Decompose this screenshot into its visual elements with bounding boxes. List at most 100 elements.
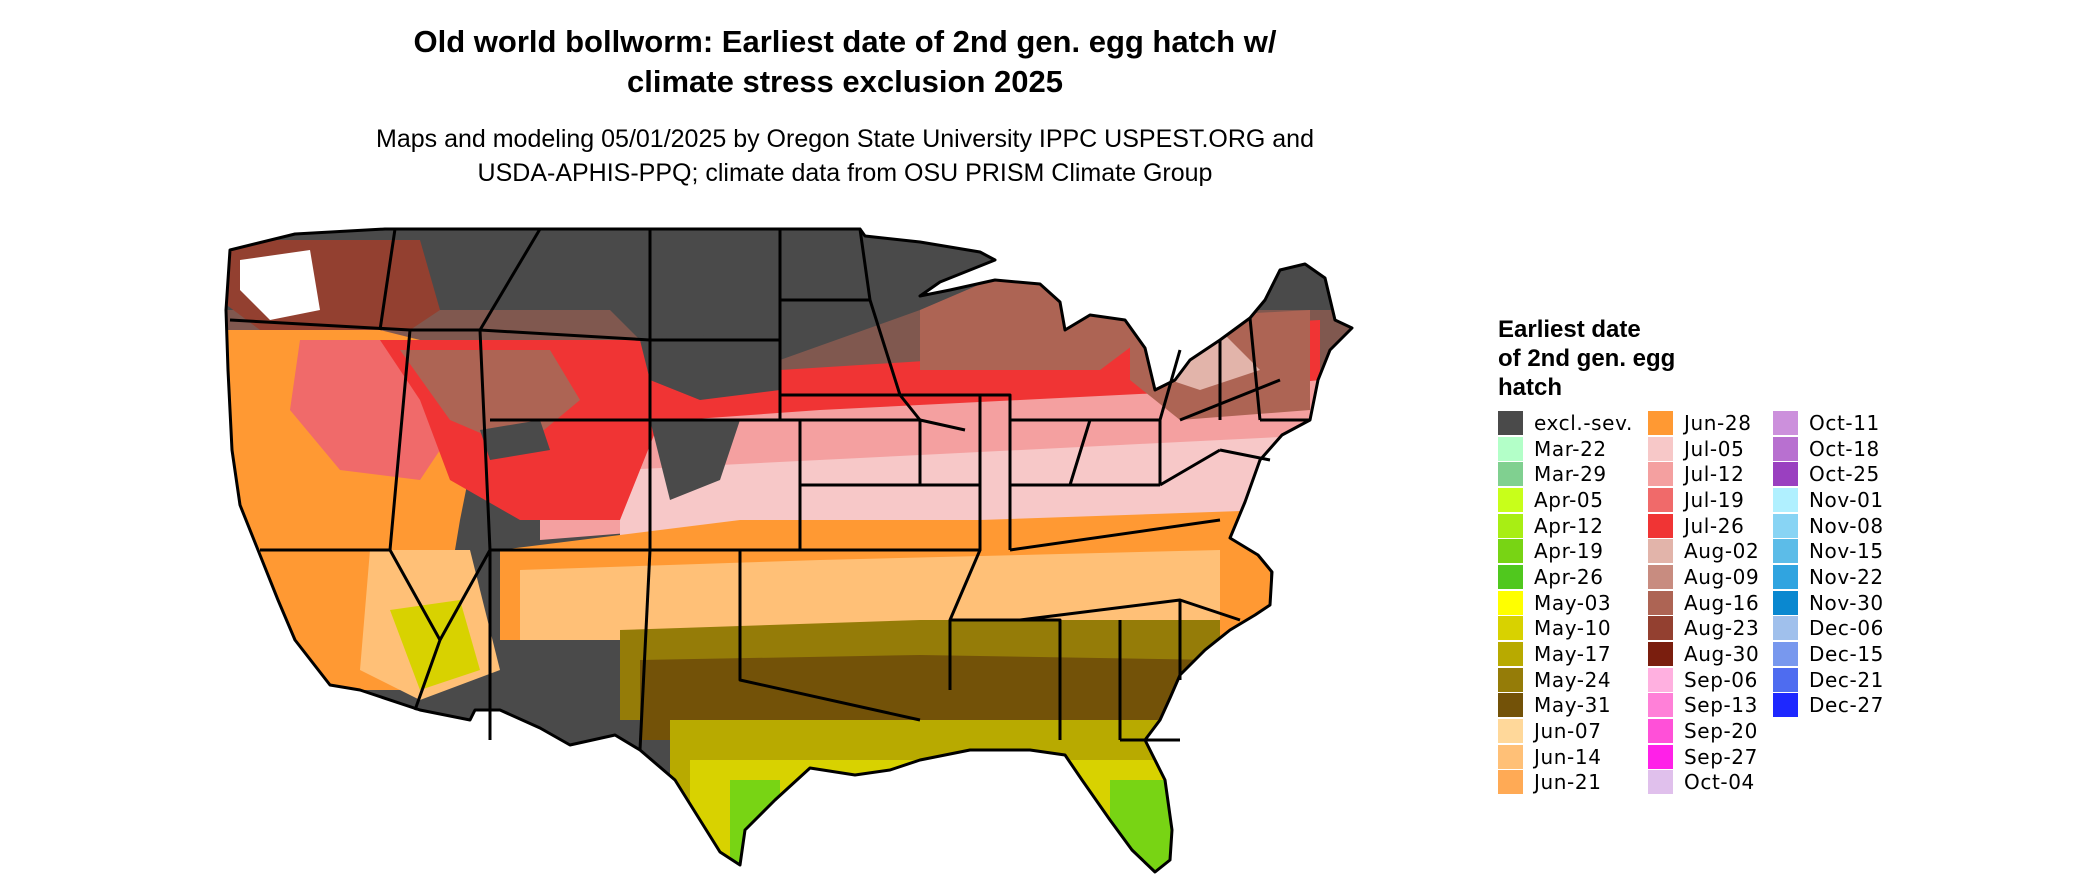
legend-title: Earliest date of 2nd gen. egg hatch [1498,315,1738,402]
legend-item: Jul-19 [1648,487,1759,513]
legend-label: Sep-13 [1684,693,1758,718]
legend-item: May-24 [1498,667,1633,693]
legend-label: Nov-08 [1809,513,1884,538]
legend-item: Dec-27 [1773,693,1884,719]
legend-swatch [1498,564,1523,589]
legend-label: Aug-30 [1684,642,1760,667]
legend-label: Aug-02 [1684,539,1760,564]
legend-item: May-10 [1498,616,1633,642]
legend-swatch [1498,744,1523,769]
legend-swatch [1498,487,1523,512]
map-title-line2: climate stress exclusion 2025 [627,64,1063,99]
map-subtitle-line1: Maps and modeling 05/01/2025 by Oregon S… [376,125,1314,153]
legend-item: Sep-27 [1648,744,1759,770]
legend-item: Oct-04 [1648,770,1759,796]
legend-swatch [1648,642,1673,667]
legend-swatch [1648,693,1673,718]
legend-label: Dec-27 [1809,693,1884,718]
legend-item: Oct-25 [1773,461,1884,487]
legend-item: Jun-14 [1498,744,1633,770]
legend-label: Aug-09 [1684,564,1760,589]
legend-swatch [1498,410,1523,435]
legend-label: Sep-27 [1684,744,1758,769]
legend-label: Oct-18 [1809,436,1880,461]
legend-swatch [1773,410,1798,435]
legend-label: Apr-05 [1534,487,1604,512]
legend-item: Apr-12 [1498,513,1633,539]
legend-swatch [1773,462,1798,487]
legend-label: Apr-12 [1534,513,1604,538]
legend-title-line3: hatch [1498,374,1563,401]
legend-label: Sep-20 [1684,719,1758,744]
legend-label: May-24 [1534,667,1612,692]
legend-swatch [1648,539,1673,564]
legend-swatch [1498,719,1523,744]
legend-swatch [1648,616,1673,641]
legend-item: Sep-13 [1648,693,1759,719]
legend-column: Jun-28 Jul-05 Jul-12 Jul-19 Jul-26 Aug-02 Aug-… [1648,410,1759,795]
legend-swatch [1498,462,1523,487]
legend-swatch [1498,513,1523,538]
legend-label: Oct-04 [1684,770,1755,795]
legend-label: Apr-19 [1534,539,1604,564]
legend-swatch [1648,590,1673,615]
legend-item: May-03 [1498,590,1633,616]
legend-label: excl.-sev. [1534,410,1633,435]
legend-item: Sep-06 [1648,667,1759,693]
legend-label: Aug-16 [1684,590,1760,615]
legend-label: Nov-22 [1809,564,1884,589]
legend-label: Dec-21 [1809,667,1884,692]
legend-label: Apr-26 [1534,564,1604,589]
legend-swatch [1773,590,1798,615]
legend-swatch [1648,564,1673,589]
legend-label: Oct-11 [1809,410,1880,435]
legend-title-line1: Earliest date [1498,316,1641,343]
legend-item: Nov-22 [1773,564,1884,590]
legend-swatch [1498,667,1523,692]
legend-swatch [1648,487,1673,512]
legend-swatch [1773,564,1798,589]
legend-swatch [1773,642,1798,667]
legend-item: Jun-21 [1498,770,1633,796]
legend-swatch [1498,642,1523,667]
legend-column: Oct-11 Oct-18 Oct-25 Nov-01 Nov-08 Nov-15 Nov-… [1773,410,1884,718]
legend-label: Jun-14 [1534,744,1602,769]
map-title-line1: Old world bollworm: Earliest date of 2nd… [413,24,1277,59]
us-map [224,227,1354,874]
legend-item: Nov-08 [1773,513,1884,539]
map-title: Old world bollworm: Earliest date of 2nd… [250,22,1440,102]
legend-label: Jul-12 [1684,462,1745,487]
legend-item: Nov-30 [1773,590,1884,616]
legend-label: Nov-30 [1809,590,1884,615]
legend-swatch [1773,667,1798,692]
legend-label: Nov-01 [1809,487,1884,512]
legend-item: May-31 [1498,693,1633,719]
legend-label: Dec-06 [1809,616,1884,641]
legend-label: May-17 [1534,642,1612,667]
legend-swatch [1498,770,1523,795]
legend-label: Jul-26 [1684,513,1745,538]
legend-title-line2: of 2nd gen. egg [1498,345,1676,372]
legend-swatch [1648,770,1673,795]
legend-swatch [1773,693,1798,718]
legend-item: May-17 [1498,641,1633,667]
legend-label: Nov-15 [1809,539,1884,564]
legend-swatch [1648,719,1673,744]
legend-swatch [1773,539,1798,564]
legend-swatch [1648,462,1673,487]
legend-label: Jul-19 [1684,487,1745,512]
legend-item: Aug-23 [1648,616,1759,642]
legend-swatch [1498,616,1523,641]
legend-label: Jun-21 [1534,770,1602,795]
legend-item: Aug-02 [1648,538,1759,564]
legend-item: Aug-09 [1648,564,1759,590]
legend-label: Sep-06 [1684,667,1758,692]
legend-item: Jun-07 [1498,718,1633,744]
legend-item: Aug-16 [1648,590,1759,616]
legend-item: Jun-28 [1648,410,1759,436]
legend-swatch [1498,590,1523,615]
legend-item: Oct-18 [1773,436,1884,462]
legend-swatch [1498,436,1523,461]
legend-label: Dec-15 [1809,642,1884,667]
legend-item: Sep-20 [1648,718,1759,744]
